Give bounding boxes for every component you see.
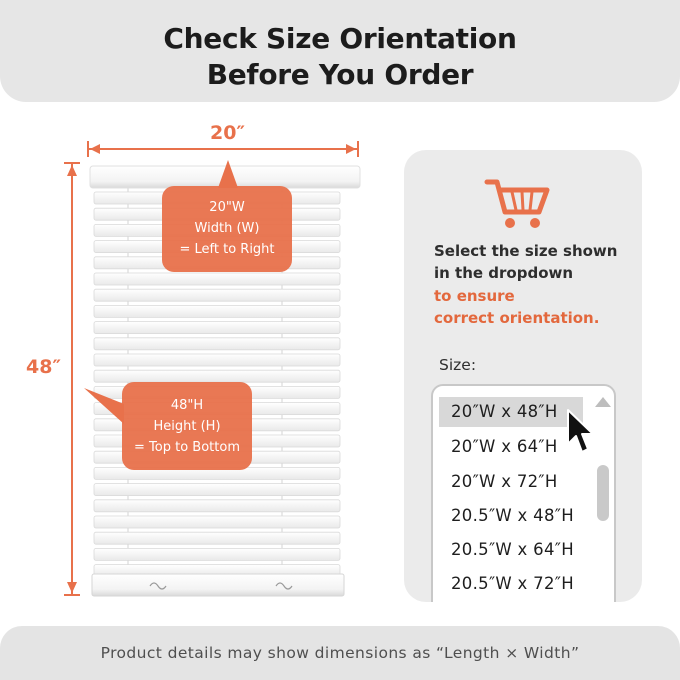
size-option[interactable]: 20″W x 48″H	[451, 402, 558, 421]
size-option[interactable]: 20.5″W x 48″H	[451, 506, 574, 525]
width-callout-line1: 20"W	[209, 200, 245, 215]
header-band	[0, 0, 680, 102]
size-option[interactable]: 20″W x 64″H	[451, 437, 558, 456]
page-title-line1: Check Size Orientation	[163, 22, 517, 55]
size-option[interactable]: 20.5″W x 72″H	[451, 574, 574, 593]
panel-highlight-line1: to ensure	[434, 287, 515, 305]
size-option[interactable]: 20.5″W x 64″H	[451, 540, 574, 559]
scroll-up-arrow-icon[interactable]	[594, 396, 612, 408]
height-dimension-label: 48″	[26, 356, 61, 378]
height-callout-line2: Height (H)	[153, 419, 221, 434]
blind-slat	[93, 499, 341, 513]
mouse-pointer-icon	[567, 409, 594, 453]
dropdown-scrollbar-thumb[interactable]	[597, 465, 609, 521]
height-callout-line1: 48"H	[170, 398, 204, 413]
height-dimension-arrow	[64, 162, 80, 596]
blind-slat	[93, 304, 341, 318]
blind-slat	[93, 369, 341, 383]
footer-band	[0, 626, 680, 680]
panel-instruction-line1: Select the size shown	[434, 242, 618, 260]
panel-instruction-line2: in the dropdown	[434, 264, 574, 282]
width-callout-line2: Width (W)	[194, 221, 260, 236]
blind-slat	[93, 353, 341, 367]
shopping-cart-icon	[484, 179, 550, 228]
panel-highlight-line2: correct orientation.	[434, 309, 600, 327]
height-callout-bubble	[84, 382, 252, 470]
blind-slat	[93, 548, 341, 561]
blind-slat	[93, 515, 341, 529]
blind-slat	[93, 272, 341, 286]
footer-note: Product details may show dimensions as “…	[100, 644, 580, 662]
height-callout-text: 48"H Height (H) = Top to Bottom	[122, 395, 252, 458]
width-callout-bubble	[162, 160, 292, 272]
selected-option-highlight	[439, 397, 583, 427]
width-callout-line3: = Left to Right	[179, 242, 275, 257]
page-title-line2: Before You Order	[206, 58, 474, 91]
blind-slat	[93, 337, 341, 351]
size-label: Size:	[439, 356, 477, 374]
blind-slat	[93, 321, 341, 335]
size-option[interactable]: 20″W x 72″H	[451, 472, 558, 491]
width-callout-text: 20"W Width (W) = Left to Right	[162, 197, 292, 260]
blind-slat	[93, 288, 341, 302]
width-dimension-label: 20″	[210, 122, 245, 144]
width-dimension-arrow	[87, 141, 359, 157]
window-blind-illustration	[64, 141, 361, 597]
blind-slat	[93, 531, 341, 545]
height-callout-line3: = Top to Bottom	[134, 440, 240, 455]
blind-slat	[93, 483, 341, 497]
